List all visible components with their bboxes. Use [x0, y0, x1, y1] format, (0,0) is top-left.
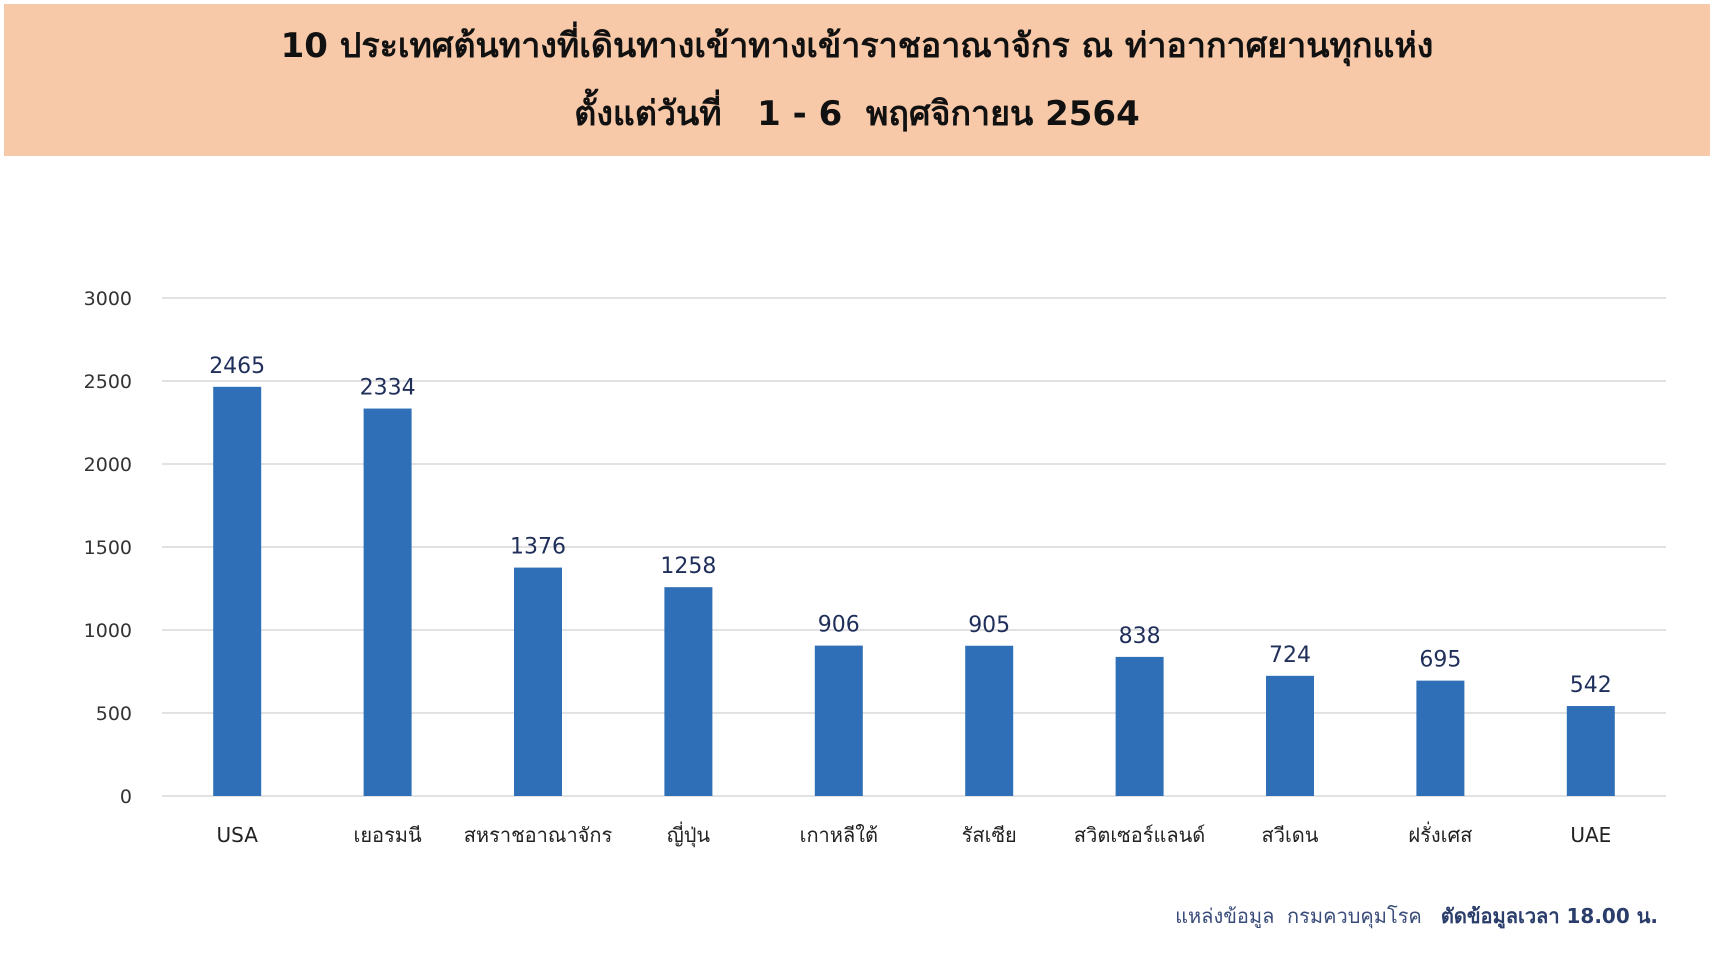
bar: [1115, 656, 1164, 796]
x-tick-label: สวิตเซอร์แลนด์: [1074, 823, 1205, 847]
x-tick-label: เกาหลีใต้: [800, 823, 878, 847]
bar: [1266, 675, 1314, 796]
cutoff-text: ตัดข้อมูลเวลา 18.00 น.: [1440, 904, 1658, 928]
data-label: 2334: [360, 376, 416, 401]
bar: [514, 567, 562, 796]
bar: [213, 386, 262, 796]
x-tick-label: ฝรั่งเศส: [1408, 821, 1472, 847]
data-label: 905: [968, 613, 1010, 638]
x-tick-label: รัสเซีย: [962, 823, 1017, 847]
x-tick-label: UAE: [1570, 823, 1611, 847]
y-tick-label: 2500: [84, 371, 132, 393]
data-label: 1376: [510, 535, 566, 560]
data-label: 838: [1119, 624, 1161, 649]
x-tick-label: เยอรมนี: [354, 823, 422, 847]
bar: [1566, 706, 1615, 796]
x-tick-label: สวีเดน: [1262, 823, 1319, 847]
data-label: 695: [1419, 648, 1461, 673]
source-text: แหล่งข้อมูล กรมควบคุมโรค: [1175, 904, 1422, 928]
data-label: 1258: [660, 554, 716, 579]
bar: [814, 645, 863, 796]
x-tick-label: สหราชอาณาจักร: [464, 823, 613, 847]
x-tick-label: ญี่ปุ่น: [667, 821, 711, 848]
y-tick-label: 500: [96, 703, 132, 725]
y-tick-label: 1000: [84, 620, 132, 642]
y-tick-label: 1500: [84, 537, 132, 559]
x-tick-label: USA: [217, 823, 259, 847]
y-tick-label: 3000: [84, 288, 132, 310]
chart-title-line-1: 10 ประเทศต้นทางที่เดินทางเข้าทางเข้าราชอ…: [280, 26, 1434, 66]
data-label: 906: [818, 613, 860, 638]
bar: [965, 645, 1014, 796]
data-label: 2465: [209, 354, 265, 379]
y-tick-label: 0: [120, 786, 132, 808]
data-label: 542: [1570, 673, 1612, 698]
title-banner: 10 ประเทศต้นทางที่เดินทางเข้าทางเข้าราชอ…: [4, 4, 1710, 156]
source-footer: แหล่งข้อมูล กรมควบคุมโรค ตัดข้อมูลเวลา 1…: [1175, 900, 1658, 932]
bar: [664, 587, 713, 796]
bar: [363, 408, 412, 796]
bar: [1416, 680, 1465, 796]
y-tick-label: 2000: [84, 454, 132, 476]
data-label: 724: [1269, 643, 1311, 668]
chart-title-line-2: ตั้งแต่วันที่ 1 - 6 พฤศจิกายน 2564: [574, 94, 1140, 134]
